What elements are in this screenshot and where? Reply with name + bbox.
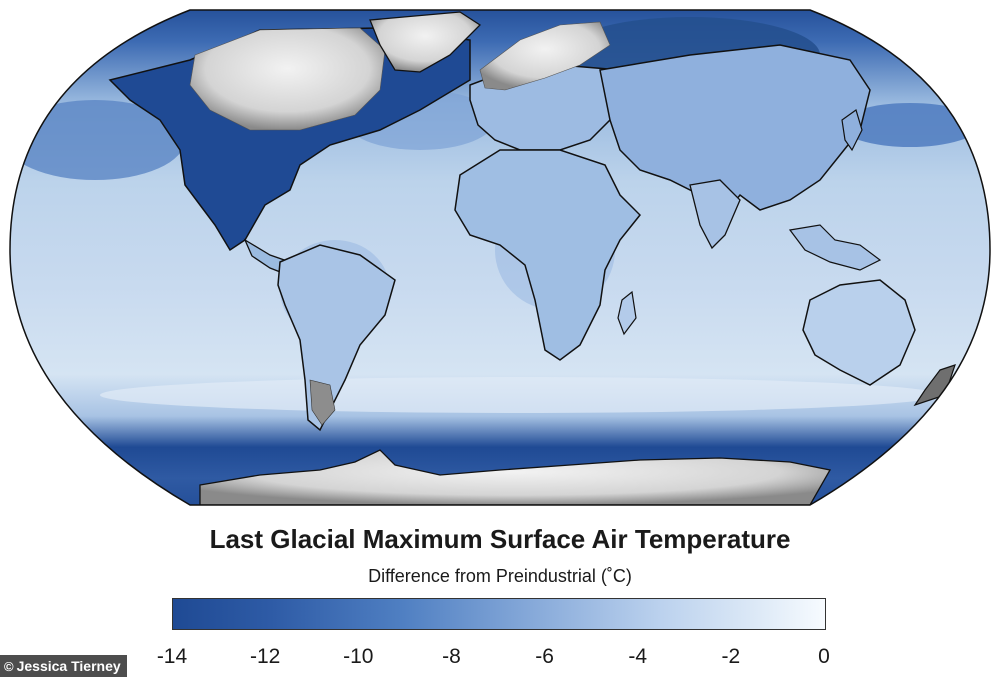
greenland-ice: [369, 11, 482, 73]
india-land: [689, 179, 741, 250]
antarctica-ice: [199, 449, 832, 505]
laurentide-ice-sheet: [189, 27, 386, 131]
africa-land: [454, 149, 642, 361]
colorbar-tick: -12: [249, 645, 281, 668]
map-title: Last Glacial Maximum Surface Air Tempera…: [209, 524, 791, 554]
asia-land: [599, 44, 871, 222]
colorbar-tick: -2: [721, 645, 741, 668]
scandinavian-ice-sheet: [479, 21, 611, 91]
credit-text: Jessica Tierney: [16, 658, 121, 674]
copyright-icon: ©: [4, 658, 14, 674]
photo-credit: © Jessica Tierney: [0, 655, 127, 677]
patagonia-ice: [309, 379, 336, 426]
colorbar-tick: -8: [442, 645, 461, 668]
southeast-asia-islands: [788, 224, 882, 271]
temperature-colorbar: [172, 598, 826, 630]
west-pacific-cold-anomaly: [840, 103, 980, 147]
colorbar-tick-labels: -14 -12 -10 -8 -6 -4 -2 0: [0, 645, 1000, 675]
colorbar-tick: 0: [818, 645, 830, 668]
australia-land: [802, 279, 916, 386]
globe-outline: [9, 9, 991, 506]
colorbar-tick: -14: [156, 645, 188, 668]
colorbar-tick: -4: [628, 645, 648, 668]
pacific-cold-anomaly: [10, 100, 185, 180]
madagascar-land: [617, 290, 637, 336]
japan-land: [841, 109, 863, 152]
map-subtitle: Difference from Preindustrial (˚C): [368, 566, 632, 586]
southern-pale-band: [100, 377, 940, 413]
colorbar-tick: -6: [535, 645, 554, 668]
colorbar-tick: -10: [343, 645, 374, 668]
